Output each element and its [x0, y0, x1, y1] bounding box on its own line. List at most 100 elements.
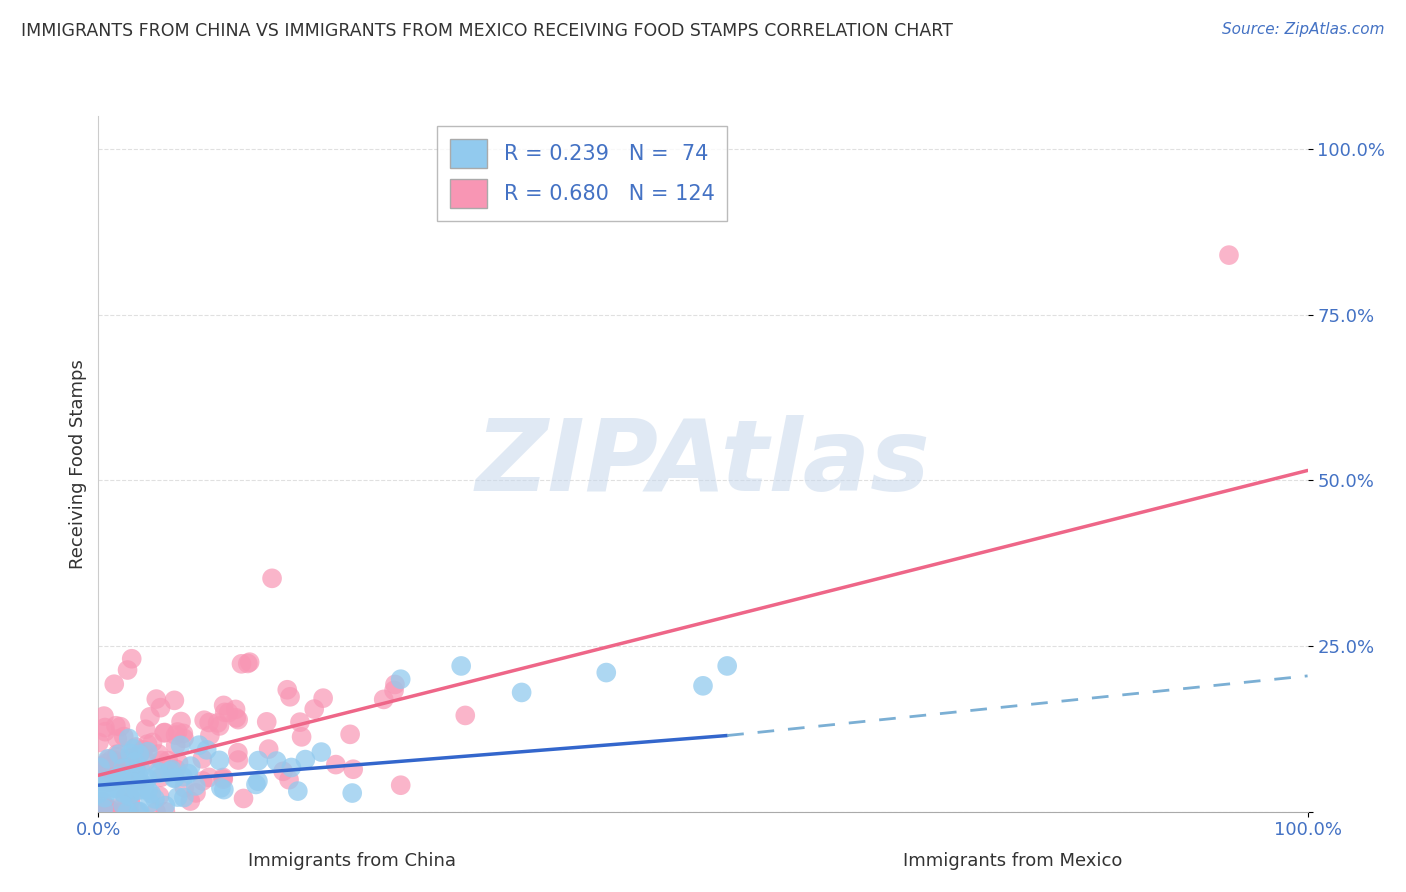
Point	[104, 756, 127, 771]
Point	[91, 805, 114, 819]
Point	[98, 774, 121, 789]
Point	[278, 690, 301, 704]
Point	[148, 789, 170, 803]
Point	[157, 754, 180, 768]
Point	[218, 706, 240, 720]
Point	[121, 750, 143, 764]
Point	[118, 789, 141, 804]
Point	[170, 714, 193, 729]
Point	[122, 742, 145, 756]
Point	[111, 761, 134, 775]
Point	[131, 777, 153, 791]
Point	[256, 714, 278, 729]
Point	[110, 770, 132, 784]
Point	[132, 743, 155, 757]
Point	[100, 783, 122, 797]
Point	[208, 753, 231, 767]
Point	[179, 794, 201, 808]
Point	[127, 773, 149, 788]
Point	[125, 805, 148, 819]
Point	[212, 771, 235, 785]
Point	[128, 768, 150, 782]
Point	[165, 739, 187, 753]
Point	[257, 742, 280, 756]
Point	[118, 751, 141, 765]
Point	[118, 805, 141, 819]
Point	[191, 773, 214, 788]
Point	[382, 683, 405, 698]
Point	[287, 784, 309, 798]
Point	[246, 774, 269, 789]
Point	[226, 746, 249, 760]
Point	[198, 771, 221, 785]
Point	[124, 755, 146, 769]
Point	[96, 764, 118, 778]
Legend: R = 0.239   N =  74, R = 0.680   N = 124: R = 0.239 N = 74, R = 0.680 N = 124	[437, 127, 727, 220]
Point	[231, 657, 253, 671]
Point	[163, 693, 186, 707]
Point	[118, 731, 141, 746]
Point	[117, 805, 139, 819]
Point	[93, 805, 115, 819]
Point	[97, 775, 120, 789]
Point	[716, 659, 738, 673]
Point	[90, 761, 112, 775]
Point	[118, 805, 141, 819]
Point	[173, 790, 195, 805]
Point	[103, 802, 125, 816]
Point	[271, 764, 294, 779]
Text: Immigrants from China: Immigrants from China	[247, 852, 456, 870]
Point	[148, 747, 170, 761]
Point	[163, 771, 186, 785]
Point	[132, 777, 155, 791]
Point	[198, 715, 221, 730]
Point	[692, 679, 714, 693]
Point	[198, 728, 221, 742]
Point	[373, 692, 395, 706]
Point	[125, 739, 148, 754]
Point	[225, 702, 247, 716]
Point	[101, 764, 124, 779]
Point	[128, 805, 150, 819]
Point	[145, 805, 167, 819]
Point	[389, 672, 412, 686]
Point	[149, 700, 172, 714]
Point	[141, 735, 163, 749]
Point	[111, 805, 134, 819]
Point	[212, 698, 235, 713]
Point	[232, 791, 254, 805]
Text: ZIPAtlas: ZIPAtlas	[475, 416, 931, 512]
Point	[225, 711, 247, 725]
Point	[1218, 248, 1240, 262]
Point	[120, 796, 142, 810]
Point	[122, 775, 145, 789]
Point	[280, 760, 302, 774]
Point	[184, 786, 207, 800]
Point	[93, 805, 115, 819]
Point	[165, 762, 187, 776]
Point	[100, 753, 122, 767]
Point	[107, 756, 129, 771]
Point	[172, 770, 194, 784]
Point	[276, 682, 298, 697]
Point	[191, 752, 214, 766]
Point	[125, 762, 148, 776]
Point	[128, 747, 150, 762]
Point	[311, 745, 333, 759]
Point	[118, 771, 141, 785]
Point	[139, 796, 162, 810]
Point	[160, 763, 183, 777]
Point	[127, 805, 149, 819]
Point	[325, 757, 347, 772]
Point	[247, 754, 270, 768]
Point	[136, 745, 159, 759]
Point	[167, 756, 190, 770]
Point	[173, 731, 195, 746]
Point	[208, 719, 231, 733]
Point	[117, 663, 139, 677]
Point	[94, 721, 117, 735]
Point	[239, 655, 262, 669]
Point	[173, 780, 195, 795]
Point	[153, 725, 176, 739]
Point	[97, 752, 120, 766]
